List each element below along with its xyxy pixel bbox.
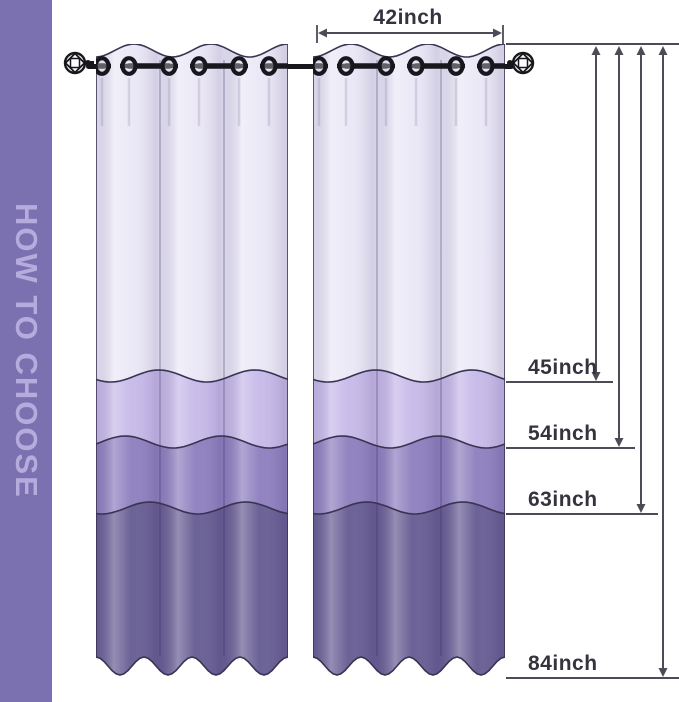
sidebar: HOW TO CHOOSE <box>0 0 52 702</box>
length-dimension-label-45: 45inch <box>528 356 598 379</box>
curtain-rod <box>86 64 514 69</box>
curtain-panel-right <box>313 44 505 676</box>
sidebar-title: HOW TO CHOOSE <box>9 203 44 499</box>
width-dimension-label: 42inch <box>373 6 443 29</box>
length-dimension-label-54: 54inch <box>528 422 598 445</box>
finial-left-icon <box>63 51 94 75</box>
curtain-panel-left <box>96 44 288 676</box>
finial-right-icon <box>507 51 535 75</box>
length-dimension-label-84: 84inch <box>528 652 598 675</box>
length-dimension-label-63: 63inch <box>528 488 598 511</box>
